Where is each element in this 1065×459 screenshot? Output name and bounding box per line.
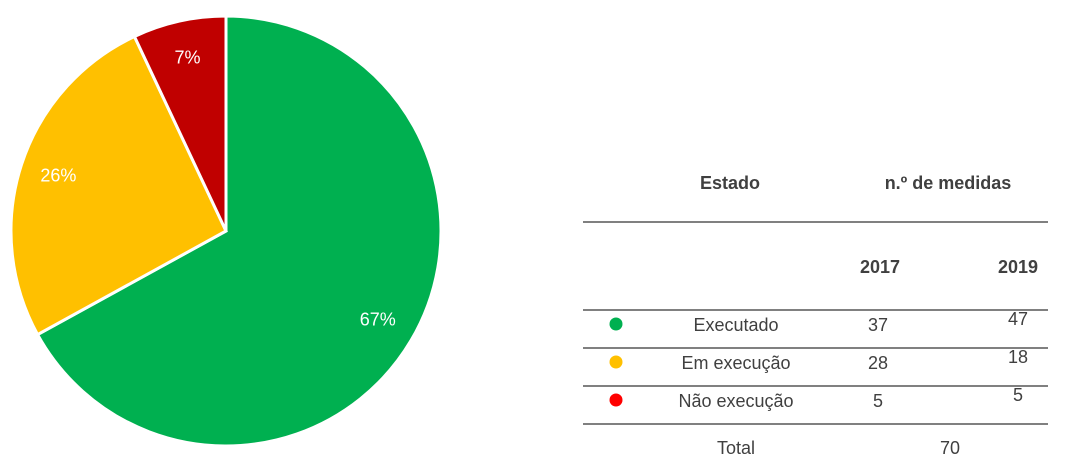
table-header: n.º de medidas: [885, 173, 1012, 193]
cell: 5: [1013, 385, 1023, 405]
table-header: Estado: [700, 173, 760, 193]
status-dot: [609, 355, 623, 369]
row-label: Executado: [693, 315, 778, 335]
cell: 28: [868, 353, 888, 373]
cell: 18: [1008, 347, 1028, 367]
pie-slice: [132, 14, 228, 232]
cell: 47: [1008, 309, 1028, 329]
row-label: Em execução: [681, 353, 790, 373]
cell: 37: [868, 315, 888, 335]
row-label: Não execução: [678, 391, 793, 411]
total-value: 70: [940, 438, 960, 458]
pie-slice: [35, 14, 443, 448]
total-label: Total: [717, 438, 755, 458]
slice-label: 7%: [175, 48, 201, 68]
status-dot: [609, 317, 623, 331]
pie-slice: [9, 34, 228, 337]
year-header: 2019: [998, 257, 1038, 277]
status-dot: [609, 393, 623, 407]
year-header: 2017: [860, 257, 900, 277]
slice-label: 26%: [40, 165, 76, 185]
slice-label: 67%: [360, 309, 396, 329]
cell: 5: [873, 391, 883, 411]
